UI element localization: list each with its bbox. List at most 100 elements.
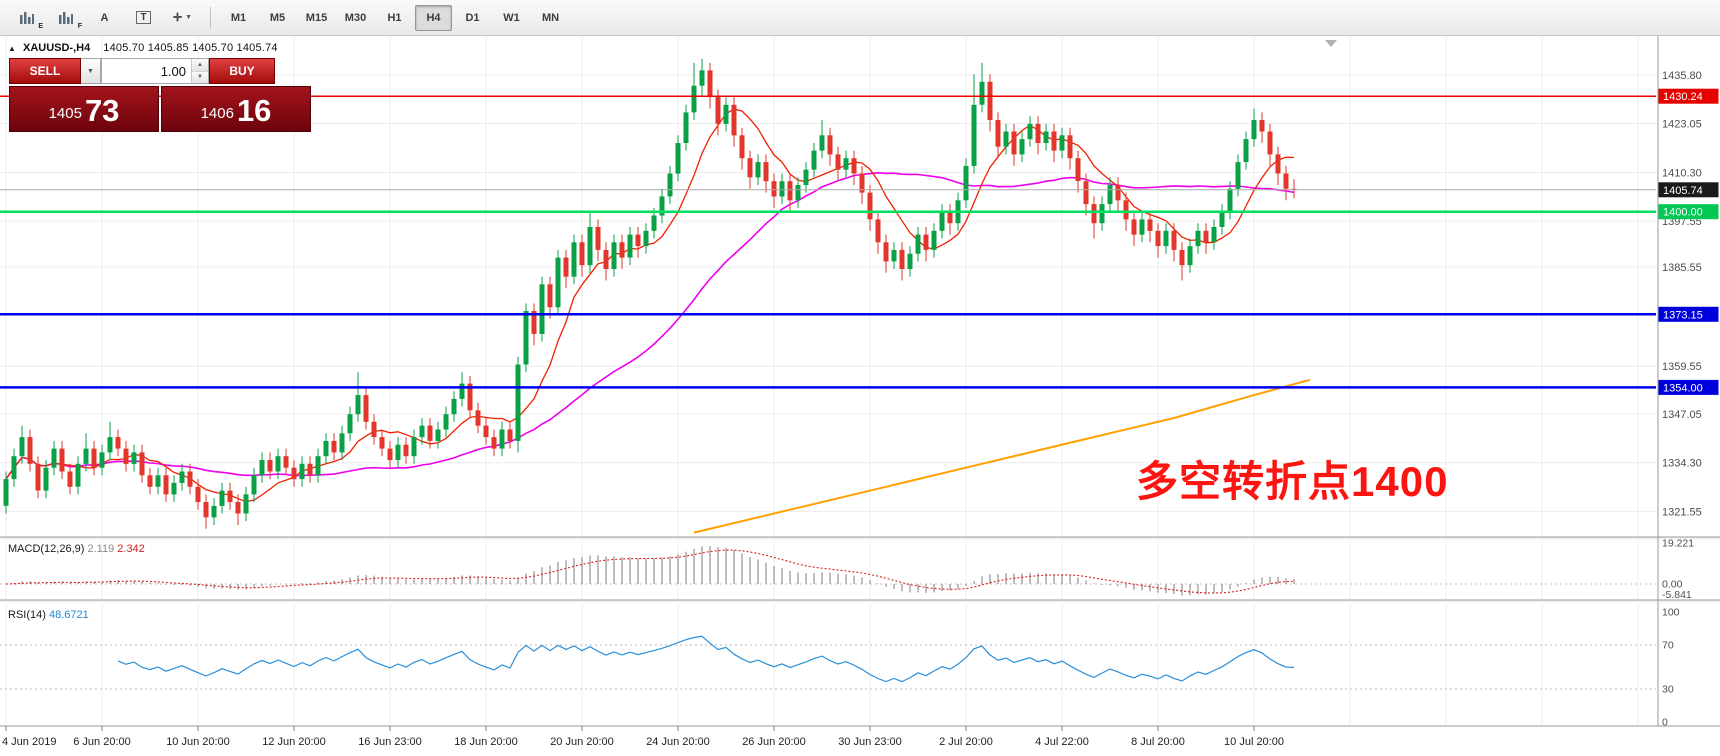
macd-label: MACD(12,26,9) 2.119 2.342 [8, 543, 145, 555]
sell-price-base: 1405 [48, 105, 82, 122]
rsi-label: RSI(14) 48.6721 [8, 609, 89, 621]
cursor-tool-icon: ✛ [172, 12, 183, 24]
bar-chart-template-e-button[interactable]: E [8, 5, 45, 31]
sell-price-pips: 73 [84, 93, 120, 128]
volume-up-button[interactable]: ▲ [192, 59, 208, 72]
svg-text:10 Jul 20:00: 10 Jul 20:00 [1224, 736, 1284, 748]
sell-quote-button[interactable]: 1405 73 [9, 86, 159, 132]
cursor-tool-button[interactable]: ✛ ▼ [164, 5, 201, 31]
price-tag [1658, 204, 1719, 220]
time-axis[interactable]: 4 Jun 2019 6 Jun 20:00 10 Jun 20:00 12 Jun … [2, 726, 1284, 748]
volume-down-button[interactable]: ▼ [192, 71, 208, 83]
tool-dropdown-caret-icon: ▼ [185, 14, 193, 21]
svg-text:1321.55: 1321.55 [1662, 506, 1702, 518]
svg-text:4 Jul 22:00: 4 Jul 22:00 [1035, 736, 1089, 748]
toolbar-tools: E F A T ✛ ▼ [8, 5, 201, 31]
chart-annotation: 多空转折点1400 [1136, 458, 1449, 505]
timeframe-button-m15[interactable]: M15 [305, 11, 328, 24]
svg-text:1334.30: 1334.30 [1662, 458, 1702, 470]
svg-text:2 Jul 20:00: 2 Jul 20:00 [939, 736, 993, 748]
timeframe-toolbar: M1 M5 M15 M30 H1 H4 D1 W1 MN [220, 4, 569, 31]
timeframe-button-h1[interactable]: H1 [387, 11, 402, 24]
timeframe-button-m1[interactable]: M1 [230, 11, 247, 24]
chart-header: ▲ XAUUSD-,H4 1405.70 1405.85 1405.70 140… [8, 42, 278, 54]
buy-price-pips: 16 [236, 93, 272, 128]
svg-text:1385.55: 1385.55 [1662, 262, 1702, 274]
svg-text:1373.15: 1373.15 [1663, 309, 1703, 321]
svg-text:-5.841: -5.841 [1662, 589, 1692, 601]
one-click-trading-panel: SELL ▼ ▲ ▼ BUY 1405 73 1406 16 [9, 58, 311, 132]
bar-chart-profile-f-button[interactable]: F [47, 5, 84, 31]
bar-chart-template-e-icon [19, 12, 34, 24]
macd-panel: MACD(12,26,9) 2.119 2.342 [0, 543, 1656, 596]
volume-box: ▲ ▼ [101, 58, 209, 84]
svg-text:8 Jul 20:00: 8 Jul 20:00 [1131, 736, 1185, 748]
volume-spinners: ▲ ▼ [191, 59, 208, 83]
svg-text:1410.30: 1410.30 [1662, 167, 1702, 179]
collapse-arrow-icon[interactable]: ▲ [8, 44, 16, 53]
bar-chart-template-e-badge: E [38, 22, 43, 30]
timeframe-button-mn[interactable]: MN [541, 11, 560, 24]
svg-text:1405.74: 1405.74 [1663, 185, 1703, 197]
main-chart-canvas[interactable]: MACD(12,26,9) 2.119 2.342 RSI(14) 48.6721… [0, 36, 1720, 756]
ohlc-values: 1405.70 1405.85 1405.70 1405.74 [103, 42, 278, 54]
buy-price-base: 1406 [200, 105, 234, 122]
buy-quote-button[interactable]: 1406 16 [161, 86, 311, 132]
svg-text:0: 0 [1662, 717, 1668, 729]
bar-chart-profile-f-icon [58, 12, 73, 24]
buy-button[interactable]: BUY [209, 58, 275, 84]
macd-signal-line [5, 549, 1295, 594]
svg-text:0.00: 0.00 [1662, 579, 1683, 591]
svg-text:70: 70 [1662, 640, 1674, 652]
svg-text:1354.00: 1354.00 [1663, 382, 1703, 394]
text-label-tool-icon: A [100, 11, 109, 24]
svg-text:10 Jun 20:00: 10 Jun 20:00 [166, 736, 230, 748]
price-tag [1658, 88, 1719, 104]
fast-ma-line [5, 108, 1295, 503]
svg-text:1435.80: 1435.80 [1662, 70, 1702, 82]
svg-text:16 Jun 23:00: 16 Jun 23:00 [358, 736, 422, 748]
price-tag [1658, 379, 1719, 395]
svg-text:4 Jun 2019: 4 Jun 2019 [2, 736, 56, 748]
timeframe-button-m30[interactable]: M30 [344, 11, 367, 24]
svg-text:24 Jun 20:00: 24 Jun 20:00 [646, 736, 710, 748]
svg-text:1400.00: 1400.00 [1663, 207, 1703, 219]
svg-text:100: 100 [1662, 607, 1680, 619]
svg-text:1347.05: 1347.05 [1662, 409, 1702, 421]
rsi-panel: RSI(14) 48.6721 [0, 609, 1656, 690]
price-scale[interactable]: 1435.801423.051410.301397.551385.551359.… [1658, 70, 1719, 729]
svg-text:20 Jun 20:00: 20 Jun 20:00 [550, 736, 614, 748]
rsi-line [117, 635, 1295, 683]
price-tag [1658, 306, 1719, 322]
price-tag [1658, 182, 1719, 198]
svg-text:26 Jun 20:00: 26 Jun 20:00 [742, 736, 806, 748]
svg-text:30: 30 [1662, 684, 1674, 696]
svg-text:30 Jun 23:00: 30 Jun 23:00 [838, 736, 902, 748]
svg-text:6 Jun 20:00: 6 Jun 20:00 [73, 736, 131, 748]
order-type-dropdown[interactable]: ▼ [81, 58, 101, 84]
svg-text:19.221: 19.221 [1662, 538, 1694, 550]
timeframe-button-d1[interactable]: D1 [465, 11, 480, 24]
svg-text:1430.24: 1430.24 [1663, 91, 1703, 103]
candles [3, 58, 1297, 529]
sell-button[interactable]: SELL [9, 58, 81, 84]
text-box-tool-button[interactable]: T [125, 5, 162, 31]
toolbar-separator [210, 6, 211, 29]
bar-chart-profile-f-badge: F [77, 22, 82, 30]
slow-ma-line [693, 378, 1311, 534]
toolbar: E F A T ✛ ▼ M1 M5 M15 M30 H1 H4 D1 W1 MN [0, 0, 1720, 36]
timeframe-button-m5[interactable]: M5 [269, 11, 286, 24]
text-box-tool-icon: T [136, 11, 151, 24]
text-label-tool-button[interactable]: A [86, 5, 123, 31]
svg-text:1359.55: 1359.55 [1662, 361, 1702, 373]
chart-window[interactable]: MACD(12,26,9) 2.119 2.342 RSI(14) 48.6721… [0, 36, 1720, 756]
timeframe-button-h4[interactable]: H4 [415, 4, 452, 31]
symbol-period-label: XAUUSD-,H4 [22, 42, 91, 54]
svg-text:1423.05: 1423.05 [1662, 119, 1702, 131]
dropdown-caret-icon: ▼ [87, 67, 94, 75]
volume-input[interactable] [102, 59, 191, 83]
svg-text:18 Jun 20:00: 18 Jun 20:00 [454, 736, 518, 748]
scroll-to-end-marker[interactable] [1325, 40, 1337, 47]
timeframe-button-w1[interactable]: W1 [503, 11, 520, 24]
svg-text:12 Jun 20:00: 12 Jun 20:00 [262, 736, 326, 748]
